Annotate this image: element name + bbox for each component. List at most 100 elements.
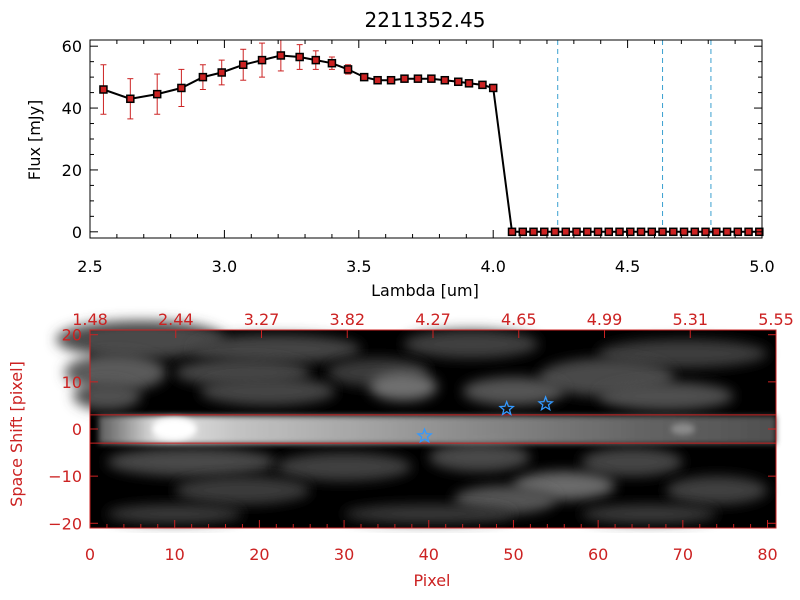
x-axis-ticks: 2.5 3.0 3.5 4.0 4.5 5.0	[77, 40, 775, 276]
flux-point-33	[604, 227, 614, 237]
flux-point-38	[658, 227, 667, 237]
pixel-tick-label-1: 10	[165, 545, 185, 564]
flux-point-7	[257, 55, 267, 65]
y-axis-label: Flux [mJy]	[25, 100, 44, 181]
wavelength-markers	[557, 40, 712, 238]
pixel-tick-label-6: 60	[588, 545, 608, 564]
x-tick-label-3: 4.0	[480, 257, 505, 276]
flux-markers	[99, 51, 764, 237]
space-axis-ticks: −20 −10 0 10 20	[48, 326, 776, 533]
flux-point-41	[690, 227, 700, 237]
flux-point-34	[615, 227, 624, 237]
flux-point-0	[99, 85, 108, 94]
pixel-tick-label-2: 20	[249, 545, 269, 564]
x-tick-label-1: 3.0	[212, 257, 237, 276]
x-tick-label-5: 5.0	[749, 257, 774, 276]
flux-point-18	[427, 74, 436, 83]
flux-point-22	[478, 80, 487, 90]
flux-point-43	[712, 227, 721, 237]
flux-point-29	[561, 227, 571, 237]
flux-point-32	[593, 227, 603, 237]
flux-plot-frame	[89, 39, 763, 239]
flux-point-16	[400, 74, 409, 83]
flux-point-3	[177, 83, 186, 93]
y-tick-label-3: 60	[62, 37, 82, 56]
flux-point-23	[488, 83, 498, 93]
flux-plot: 2.5 3.0 3.5 4.0 4.5 5.0 0 20 40 60	[62, 37, 775, 276]
feature-star-1	[498, 399, 515, 416]
space-tick-label-0: −20	[48, 514, 82, 533]
x-axis-label: Lambda [um]	[371, 281, 479, 300]
space-tick-label-2: 0	[72, 420, 82, 439]
spectral-trace	[98, 415, 777, 445]
pixel-tick-label-5: 50	[503, 545, 523, 564]
wavelength-top-tick-label-5: 4.65	[501, 310, 537, 329]
feature-stars	[416, 395, 555, 444]
pixel-axis-ticks: 0 10 20 30 40 50 60 70 80	[85, 520, 778, 564]
space-tick-label-3: 10	[62, 373, 82, 392]
pixel-tick-label-8: 80	[757, 545, 777, 564]
flux-point-10	[311, 55, 321, 65]
space-tick-label-1: −10	[48, 467, 82, 486]
wavelength-top-axis-ticks: 1.48 2.44 3.27 3.82 4.27 4.65 4.99 5.31 5.55	[72, 310, 794, 338]
flux-point-6	[238, 60, 248, 69]
flux-point-5	[217, 68, 226, 77]
flux-point-2	[152, 89, 162, 99]
x-tick-label-2: 3.5	[346, 257, 371, 276]
wavelength-top-tick-label-2: 3.27	[244, 310, 280, 329]
pixel-tick-label-7: 70	[673, 545, 693, 564]
flux-point-15	[386, 75, 396, 85]
flux-point-1	[126, 94, 135, 104]
flux-point-19	[440, 75, 450, 85]
flux-point-31	[583, 227, 592, 237]
x-tick-label-0: 2.5	[77, 257, 102, 276]
chart-title: 2211352.45	[365, 8, 486, 32]
flux-point-20	[454, 77, 463, 87]
wavelength-top-tick-label-0: 1.48	[72, 310, 108, 329]
y-axis-ticks: 0 20 40 60	[62, 37, 762, 242]
image-noise	[56, 320, 768, 524]
flux-point-37	[647, 227, 657, 237]
flux-point-14	[373, 75, 382, 85]
flux-point-21	[464, 79, 474, 88]
feature-star-2	[537, 395, 555, 412]
wavelength-top-tick-label-7: 5.31	[672, 310, 708, 329]
flux-point-11	[327, 58, 337, 68]
wavelength-top-tick-label-6: 4.99	[587, 310, 623, 329]
flux-point-12	[343, 65, 353, 74]
flux-point-30	[572, 227, 581, 237]
pixel-tick-label-3: 30	[334, 545, 354, 564]
wavelength-top-tick-label-3: 3.82	[329, 310, 365, 329]
pixel-tick-label-0: 0	[85, 545, 95, 564]
flux-point-17	[413, 74, 423, 83]
x-tick-label-4: 4.5	[615, 257, 640, 276]
flux-point-8	[276, 51, 286, 60]
flux-point-27	[540, 227, 549, 237]
pixel-tick-label-4: 40	[419, 545, 439, 564]
flux-point-45	[733, 227, 743, 237]
extraction-band-lines	[90, 414, 776, 444]
space-tick-label-4: 20	[62, 326, 82, 345]
spectrum-image: 0 10 20 30 40 50 60 70 80 −20 −10 0 10 20 1.48 2.44 3.…	[48, 310, 794, 564]
wavelength-top-tick-label-4: 4.27	[415, 310, 451, 329]
flux-point-13	[359, 72, 369, 82]
y-tick-label-0: 0	[72, 223, 82, 242]
pixel-axis-label: Pixel	[413, 571, 450, 590]
space-shift-axis-label: Space Shift [pixel]	[7, 361, 26, 507]
flux-point-36	[636, 227, 646, 237]
flux-point-24	[507, 227, 517, 237]
flux-point-28	[550, 227, 560, 237]
flux-point-25	[518, 227, 528, 237]
flux-point-35	[626, 227, 635, 237]
feature-star-0	[416, 427, 433, 444]
flux-point-4	[198, 72, 208, 82]
flux-point-26	[529, 227, 538, 237]
flux-point-39	[669, 227, 678, 237]
y-tick-label-2: 40	[62, 99, 82, 118]
flux-point-40	[679, 227, 689, 237]
y-tick-label-1: 20	[62, 161, 82, 180]
flux-point-42	[701, 227, 710, 237]
flux-point-44	[722, 227, 732, 237]
flux-point-46	[744, 227, 753, 237]
